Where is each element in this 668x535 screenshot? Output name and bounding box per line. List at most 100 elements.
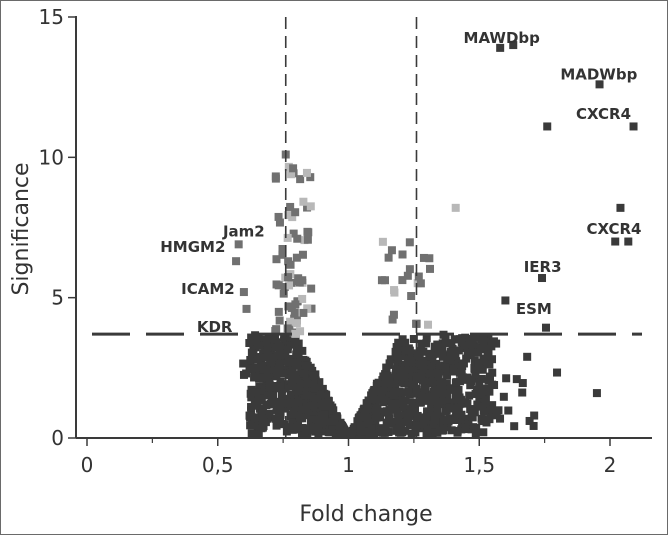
data-point <box>255 341 264 350</box>
data-point <box>430 385 439 394</box>
data-point <box>471 389 480 398</box>
data-point <box>407 292 416 301</box>
data-point <box>388 315 397 324</box>
data-point <box>400 373 409 382</box>
data-point <box>481 394 490 403</box>
data-point <box>433 411 442 420</box>
data-point <box>275 397 284 406</box>
data-point <box>418 376 427 385</box>
data-point <box>370 429 379 438</box>
data-point <box>472 385 481 394</box>
data-point <box>450 416 459 425</box>
data-point <box>452 395 461 404</box>
data-point <box>417 339 426 348</box>
data-point <box>465 391 474 400</box>
data-point <box>285 281 294 290</box>
data-point <box>303 304 312 313</box>
data-point <box>428 379 437 388</box>
data-point <box>411 403 420 412</box>
data-points <box>232 41 638 438</box>
data-point <box>267 358 276 367</box>
labeled-point <box>624 237 633 246</box>
data-point <box>396 378 405 387</box>
data-point <box>278 245 287 254</box>
data-point <box>296 413 305 422</box>
data-point <box>363 400 372 409</box>
data-point <box>448 360 457 369</box>
data-point <box>461 415 470 424</box>
data-point <box>267 391 276 400</box>
threshold-lines <box>92 17 642 438</box>
data-point <box>299 197 308 206</box>
data-point <box>488 368 497 377</box>
data-point <box>400 379 409 388</box>
data-point <box>275 316 284 325</box>
data-point <box>393 352 402 361</box>
gene-label: CXCR4 <box>586 220 641 238</box>
data-point <box>302 168 311 177</box>
data-point <box>303 379 312 388</box>
data-point <box>320 410 329 419</box>
data-point <box>357 427 366 436</box>
data-point <box>309 422 318 431</box>
data-point <box>468 407 477 416</box>
data-point <box>246 355 255 364</box>
labeled-point <box>509 41 518 50</box>
data-point <box>292 253 301 262</box>
y-tick-label: 15 <box>39 5 64 29</box>
labeled-point <box>501 296 510 305</box>
data-point <box>529 421 538 430</box>
data-point <box>391 369 400 378</box>
data-point <box>256 395 265 404</box>
data-point <box>435 364 444 373</box>
data-point <box>251 363 260 372</box>
data-point <box>290 398 299 407</box>
data-point <box>258 408 267 417</box>
data-point <box>409 411 418 420</box>
gene-label: CXCR4 <box>576 105 631 123</box>
data-point <box>283 324 292 333</box>
data-point <box>285 423 294 432</box>
data-point <box>298 294 307 303</box>
data-point <box>446 355 455 364</box>
data-point <box>463 373 472 382</box>
data-point <box>416 356 425 365</box>
data-point <box>438 343 447 352</box>
data-point <box>409 335 418 344</box>
data-point <box>294 379 303 388</box>
labeled-point <box>234 240 243 249</box>
data-point <box>463 399 472 408</box>
data-point <box>309 375 318 384</box>
data-point <box>294 339 303 348</box>
data-point <box>441 363 450 372</box>
data-point <box>468 413 477 422</box>
data-point <box>391 419 400 428</box>
data-point <box>272 421 281 430</box>
data-point <box>337 428 346 437</box>
data-point <box>553 368 562 377</box>
data-point <box>398 352 407 361</box>
gene-label: HMGM2 <box>160 238 225 256</box>
data-point <box>302 411 311 420</box>
data-point <box>239 359 248 368</box>
data-point <box>483 352 492 361</box>
data-point <box>422 392 431 401</box>
data-point <box>286 317 295 326</box>
data-point <box>263 400 272 409</box>
data-point <box>265 380 274 389</box>
data-point <box>379 386 388 395</box>
data-point <box>518 388 527 397</box>
data-point <box>286 333 295 342</box>
data-point <box>485 360 494 369</box>
data-point <box>377 428 386 437</box>
data-point <box>292 345 301 354</box>
data-point <box>262 365 271 374</box>
x-tick-label: 1,5 <box>463 453 495 477</box>
data-point <box>466 340 475 349</box>
labeled-point <box>239 288 248 297</box>
data-point <box>396 424 405 433</box>
data-point <box>252 337 261 346</box>
data-point <box>261 348 270 357</box>
data-point <box>280 283 289 292</box>
data-point <box>437 389 446 398</box>
